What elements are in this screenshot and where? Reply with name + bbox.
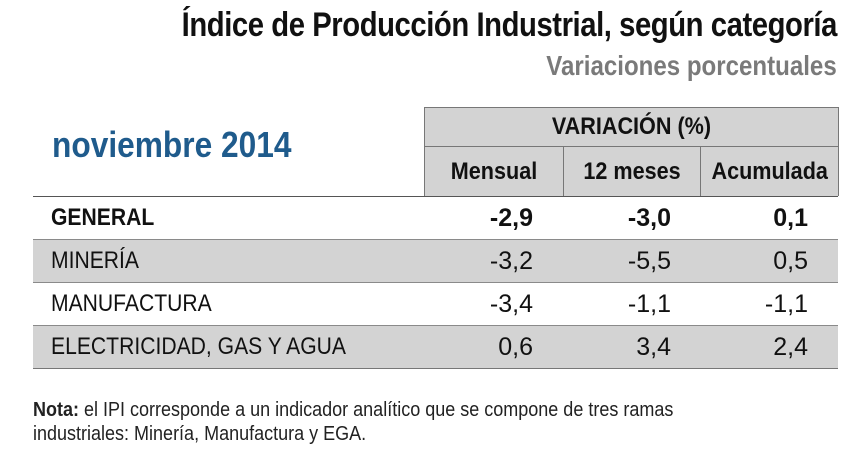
cell-12-meses: -3,0 <box>627 204 671 232</box>
cell-acumulada: 0,5 <box>773 247 808 275</box>
period-label: noviembre 2014 <box>52 124 292 165</box>
row-label: MINERÍA <box>51 247 140 274</box>
page-subtitle: Variaciones porcentuales <box>546 50 837 81</box>
table-row-mineria: MINERÍA -3,2 -5,5 0,5 <box>33 240 838 283</box>
column-header-acumulada: Acumulada <box>701 147 838 196</box>
cell-acumulada: -1,1 <box>764 290 808 318</box>
footnote-label: Nota: <box>33 399 79 421</box>
row-label: ELECTRICIDAD, GAS Y AGUA <box>51 333 346 360</box>
group-header-label: VARIACIÓN (%) <box>551 113 712 140</box>
column-header-label: Acumulada <box>711 157 828 185</box>
table-header: VARIACIÓN (%) Mensual 12 meses Acumulada <box>424 107 839 196</box>
group-header: VARIACIÓN (%) <box>425 108 838 147</box>
cell-mensual: -3,2 <box>489 247 533 275</box>
row-label: GENERAL <box>51 204 155 231</box>
cell-acumulada: 0,1 <box>773 204 808 232</box>
cell-mensual: -2,9 <box>489 204 533 232</box>
data-table: GENERAL -2,9 -3,0 0,1 MINERÍA -3,2 -5,5 … <box>33 196 838 369</box>
row-label: MANUFACTURA <box>51 290 212 317</box>
cell-acumulada: 2,4 <box>773 333 808 361</box>
column-header-label: 12 meses <box>583 157 681 185</box>
page-title: Índice de Producción Industrial, según c… <box>181 6 838 44</box>
table-row-manufactura: MANUFACTURA -3,4 -1,1 -1,1 <box>33 283 838 326</box>
footnote-text: el IPI corresponde a un indicador analít… <box>33 399 674 445</box>
column-header-label: Mensual <box>450 157 538 185</box>
column-header-12-meses: 12 meses <box>564 147 701 196</box>
cell-12-meses: -1,1 <box>627 290 671 318</box>
cell-mensual: -3,4 <box>489 290 533 318</box>
column-header-mensual: Mensual <box>425 147 564 196</box>
table-row-electricidad: ELECTRICIDAD, GAS Y AGUA 0,6 3,4 2,4 <box>33 326 838 369</box>
footnote: Nota: el IPI corresponde a un indicador … <box>33 398 753 446</box>
cell-12-meses: 3,4 <box>636 333 671 361</box>
cell-12-meses: -5,5 <box>627 247 671 275</box>
table-row-general: GENERAL -2,9 -3,0 0,1 <box>33 197 838 240</box>
cell-mensual: 0,6 <box>498 333 533 361</box>
